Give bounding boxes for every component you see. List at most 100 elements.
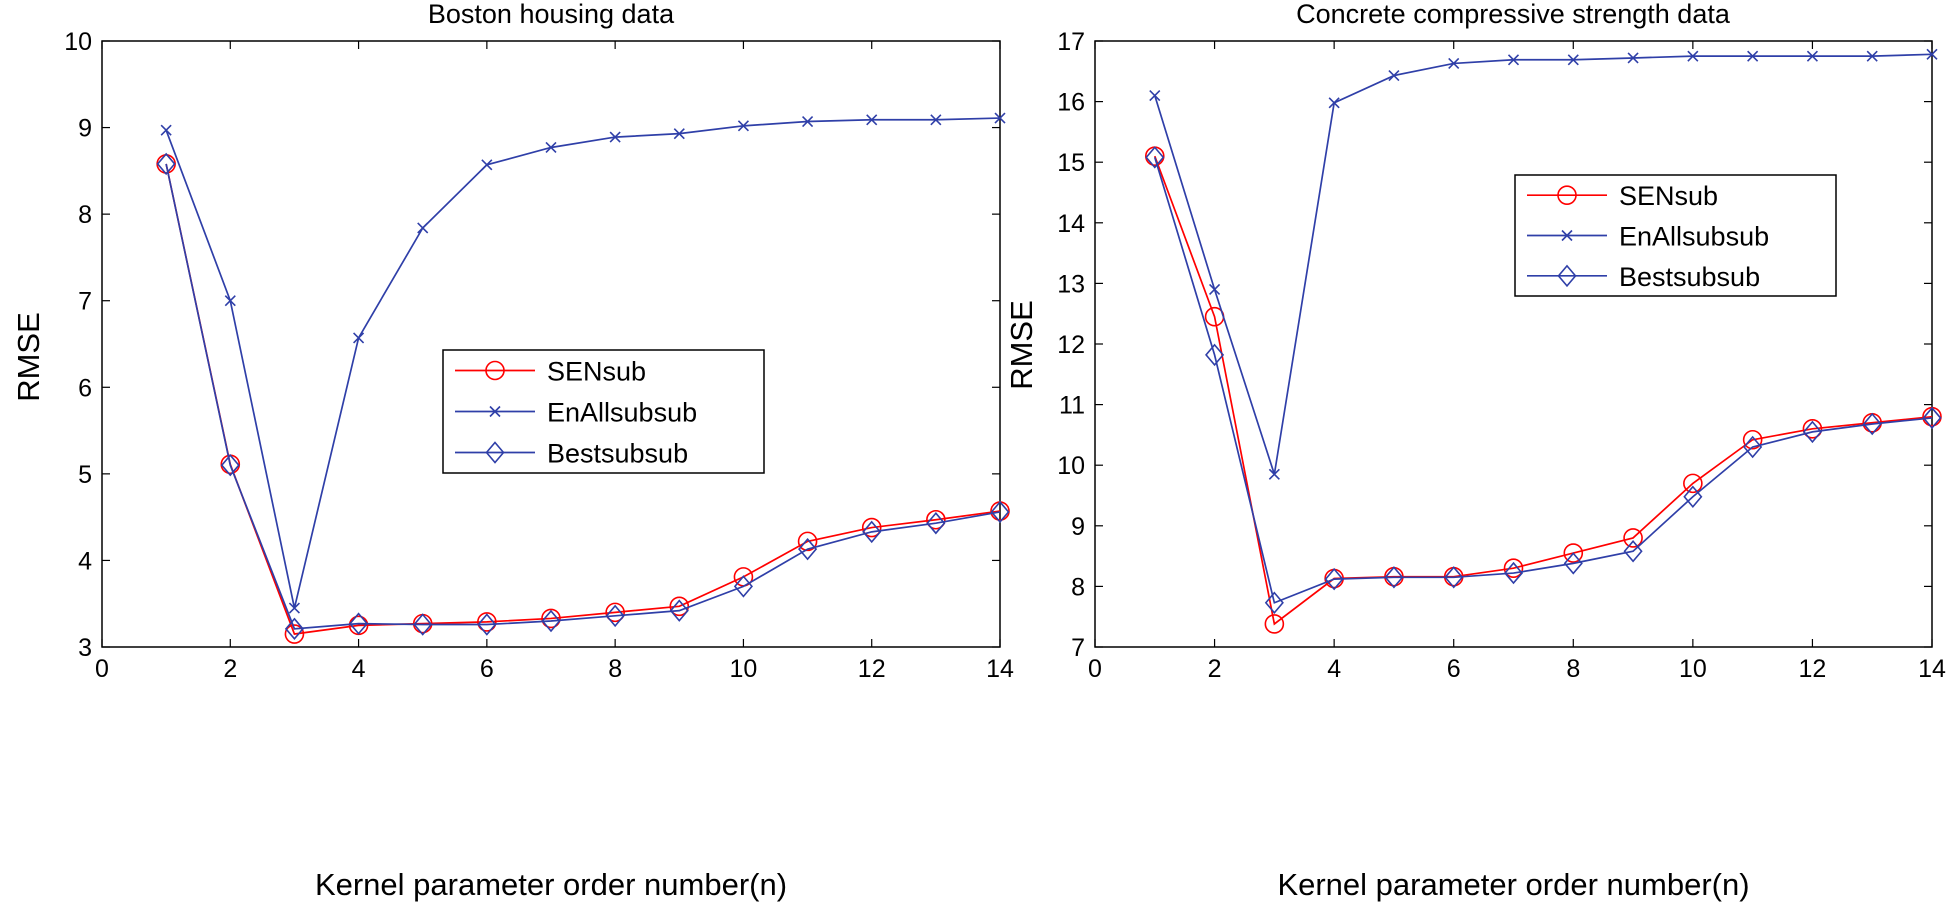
data-point-sensub bbox=[1742, 429, 1763, 450]
data-point-bestsubsub bbox=[862, 520, 882, 544]
data-point-bestsubsub bbox=[1503, 561, 1524, 585]
legend-marker bbox=[1557, 185, 1577, 205]
data-point-bestsubsub bbox=[1743, 435, 1763, 459]
data-point-bestsubsub bbox=[733, 575, 753, 598]
data-point-sensub bbox=[477, 612, 497, 632]
data-point-bestsubsub bbox=[1862, 412, 1882, 436]
data-point-enallsubsub bbox=[673, 128, 685, 140]
y-tick-label: 8 bbox=[1071, 573, 1085, 601]
y-tick-label: 17 bbox=[1057, 28, 1085, 56]
data-point-enallsubsub bbox=[1567, 54, 1579, 66]
y-tick-label: 8 bbox=[78, 201, 92, 229]
data-point-bestsubsub bbox=[1683, 485, 1703, 508]
x-tick-label: 14 bbox=[1918, 655, 1946, 683]
data-point-bestsubsub bbox=[1444, 566, 1464, 589]
y-tick-label: 14 bbox=[1057, 210, 1085, 238]
data-point-enallsubsub bbox=[160, 124, 172, 136]
data-point-sensub bbox=[797, 531, 818, 552]
series-line-bestsubsub bbox=[1153, 157, 1933, 604]
data-point-enallsubsub bbox=[1448, 57, 1460, 69]
data-point-enallsubsub bbox=[609, 131, 621, 143]
x-tick-label: 6 bbox=[1447, 655, 1461, 683]
data-point-sensub bbox=[1503, 558, 1524, 579]
legend-label: EnAllsubsub bbox=[1619, 222, 1769, 252]
y-tick-label: 10 bbox=[1057, 452, 1085, 480]
x-tick-label: 8 bbox=[1566, 655, 1580, 683]
data-point-bestsubsub bbox=[1623, 540, 1643, 563]
data-point-sensub bbox=[926, 509, 946, 530]
series-bestsubsub bbox=[1145, 146, 1942, 614]
y-tick-label: 3 bbox=[78, 634, 92, 662]
data-point-enallsubsub bbox=[994, 112, 1006, 124]
data-point-enallsubsub bbox=[353, 332, 365, 344]
data-point-enallsubsub bbox=[224, 295, 236, 307]
data-point-enallsubsub bbox=[1687, 50, 1699, 62]
x-tick-label: 10 bbox=[1679, 655, 1707, 683]
data-point-bestsubsub bbox=[1384, 566, 1404, 589]
legend-marker bbox=[485, 360, 505, 381]
x-tick-label: 4 bbox=[1327, 655, 1341, 683]
x-tick-label: 0 bbox=[95, 655, 109, 683]
x-tick-label: 8 bbox=[608, 655, 622, 683]
series-bestsubsub bbox=[156, 152, 1010, 641]
data-point-enallsubsub bbox=[1926, 48, 1938, 60]
y-tick-label: 11 bbox=[1059, 392, 1085, 420]
data-point-sensub bbox=[861, 517, 882, 538]
data-point-enallsubsub bbox=[288, 602, 300, 614]
x-axis-label: Kernel parameter order number(n) bbox=[315, 867, 787, 902]
chart-title: Concrete compressive strength data bbox=[1296, 0, 1731, 29]
x-tick-label: 6 bbox=[480, 655, 494, 683]
series-enallsubsub bbox=[1149, 48, 1938, 480]
data-point-sensub bbox=[605, 602, 625, 623]
legend-entry-bestsubsub: Bestsubsub bbox=[455, 439, 688, 469]
x-tick-label: 4 bbox=[352, 655, 366, 683]
y-tick-label: 13 bbox=[1057, 270, 1085, 298]
data-point-enallsubsub bbox=[1268, 468, 1280, 480]
data-point-sensub bbox=[1264, 614, 1285, 634]
legend-label: Bestsubsub bbox=[1619, 262, 1760, 292]
legend-label: SENsub bbox=[547, 357, 646, 387]
x-tick-label: 14 bbox=[986, 655, 1014, 683]
y-tick-label: 16 bbox=[1057, 89, 1085, 117]
series-line-sensub bbox=[1153, 155, 1933, 626]
data-point-sensub bbox=[541, 608, 561, 629]
data-point-bestsubsub bbox=[413, 613, 433, 636]
legend-entry-sensub: SENsub bbox=[455, 357, 646, 387]
series-line-bestsubsub bbox=[165, 163, 1001, 630]
data-point-enallsubsub bbox=[1149, 89, 1161, 102]
series-line-enallsubsub bbox=[1153, 53, 1933, 475]
data-point-sensub bbox=[1623, 528, 1643, 548]
x-tick-label: 12 bbox=[1799, 655, 1827, 683]
y-tick-label: 15 bbox=[1057, 149, 1085, 177]
data-point-enallsubsub bbox=[1507, 54, 1520, 66]
data-point-bestsubsub bbox=[1145, 146, 1165, 169]
data-point-bestsubsub bbox=[156, 152, 176, 176]
series-line-sensub bbox=[165, 163, 1001, 635]
data-point-enallsubsub bbox=[1328, 97, 1340, 109]
plot-frame bbox=[101, 40, 1001, 648]
data-point-enallsubsub bbox=[1388, 69, 1400, 82]
data-point-enallsubsub bbox=[481, 159, 493, 171]
data-point-sensub bbox=[1683, 473, 1703, 494]
data-point-bestsubsub bbox=[1264, 591, 1284, 614]
data-point-bestsubsub bbox=[1563, 552, 1583, 575]
chart-title: Boston housing data bbox=[428, 0, 675, 29]
x-tick-label: 2 bbox=[1208, 655, 1222, 683]
legend-marker bbox=[1557, 264, 1577, 288]
data-point-bestsubsub bbox=[605, 604, 625, 628]
series-line-enallsubsub bbox=[165, 117, 1001, 609]
legend-marker bbox=[1561, 229, 1573, 242]
legend-entry-sensub: SENsub bbox=[1527, 181, 1718, 211]
data-point-enallsubsub bbox=[930, 114, 942, 126]
data-point-enallsubsub bbox=[802, 115, 814, 128]
legend-entry-enallsubsub: EnAllsubsub bbox=[455, 398, 697, 428]
y-tick-label: 12 bbox=[1057, 331, 1085, 359]
legend-entry-enallsubsub: EnAllsubsub bbox=[1527, 222, 1769, 252]
data-point-enallsubsub bbox=[1747, 50, 1759, 62]
data-point-bestsubsub bbox=[990, 500, 1010, 524]
data-point-bestsubsub bbox=[349, 612, 369, 635]
x-axis-label: Kernel parameter order number(n) bbox=[1277, 867, 1749, 902]
legend-marker bbox=[485, 441, 505, 464]
data-point-bestsubsub bbox=[284, 617, 304, 641]
